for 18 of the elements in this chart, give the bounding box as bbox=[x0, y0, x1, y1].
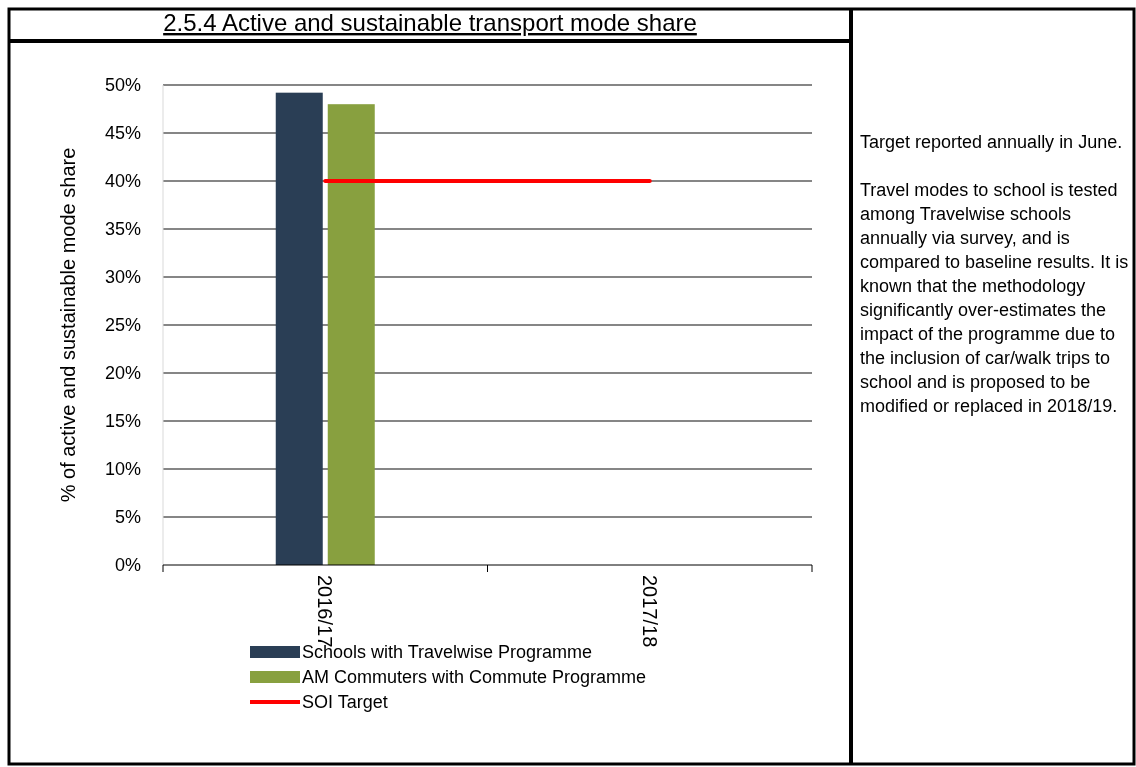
y-tick-label: 0% bbox=[114, 555, 141, 576]
y-tick-label: 35% bbox=[104, 219, 141, 240]
y-tick-label: 45% bbox=[104, 123, 141, 144]
text: Travel modes to school is tested among Travelwise schools annually via survey, and is compared to baseline results. It is known that the methodology significantly over-estimates the impact of the programme due to the inclusion of car/walk trips to school and is proposed to be modified or replaced in 2018/19. bbox=[860, 180, 1129, 416]
legend-label: AM Commuters with Commute Programme bbox=[302, 667, 647, 688]
text: Target reported annually in June. bbox=[860, 132, 1123, 152]
x-tick-label: 2017/18 bbox=[638, 575, 661, 648]
y-tick-label: 5% bbox=[114, 507, 141, 528]
y-axis-title: % of active and sustainable mode share bbox=[57, 147, 79, 503]
y-tick-label: 30% bbox=[104, 267, 141, 288]
y-tick-label: 15% bbox=[104, 411, 141, 432]
legend-label: SOI Target bbox=[302, 692, 388, 713]
y-tick-label: 50% bbox=[104, 75, 141, 96]
chart-title: 2.5.4 Active and sustainable transport mode share bbox=[163, 9, 697, 36]
y-tick-label: 20% bbox=[104, 363, 141, 384]
y-tick-label: 25% bbox=[104, 315, 141, 336]
y-tick-label: 40% bbox=[104, 171, 141, 192]
y-tick-label: 10% bbox=[104, 459, 141, 480]
